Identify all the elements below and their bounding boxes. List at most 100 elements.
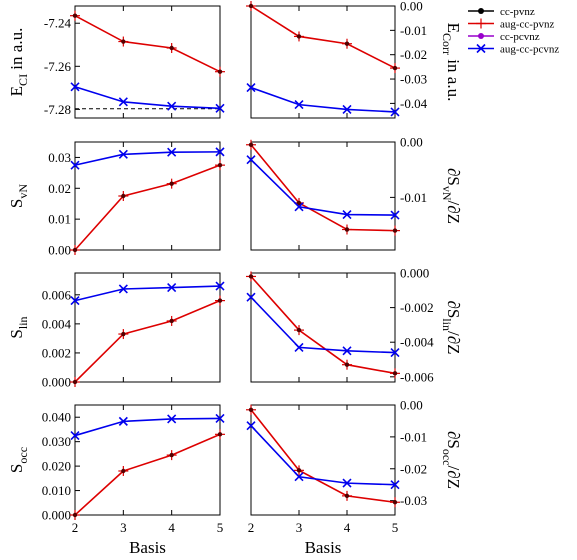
series-line-aug-cc-pvnz — [250, 409, 396, 504]
y-axis-label: ∂Socc/∂Z — [440, 431, 463, 489]
y-tick-label: 0.000 — [400, 266, 429, 281]
plot-frame — [250, 141, 396, 251]
plot-frame — [250, 5, 396, 119]
data-point — [246, 1, 256, 11]
y-axis-label: ∂SvN/∂Z — [440, 168, 463, 224]
series-line-aug-cc-pvnz — [74, 14, 221, 73]
data-point — [215, 103, 225, 113]
data-point — [342, 224, 352, 235]
data-point — [390, 497, 400, 508]
data-point — [167, 414, 177, 424]
y-tick-label: 0.010 — [42, 483, 71, 498]
data-point — [342, 478, 352, 488]
data-point — [215, 281, 225, 291]
y-axis-label: Slin — [7, 316, 30, 338]
panel-ecorr: 0.00 -0.01 -0.02 -0.03 -0.04 ECorr in a.u. — [246, 0, 463, 119]
plot-frame — [74, 5, 221, 119]
legend-marker — [476, 43, 486, 54]
data-point — [342, 38, 352, 49]
x-tick-label: 5 — [217, 520, 224, 535]
y-tick-label: -7.24 — [44, 16, 72, 31]
series-line-aug-cc-pcvnz — [250, 86, 396, 113]
legend-label: aug-cc-pcvnz — [500, 44, 559, 56]
series-line-aug-cc-pvnz — [74, 299, 221, 383]
legend-label: cc-pcvnz — [500, 31, 540, 43]
legend-label: aug-cc-pvnz — [500, 19, 554, 31]
x-tick-label: 5 — [392, 520, 399, 535]
y-tick-label: -0.04 — [400, 96, 428, 111]
legend-entry-aug-cc-pcvnz: aug-cc-pcvnz — [468, 44, 559, 56]
series-line-aug-cc-pvnz — [250, 275, 396, 375]
legend-entry-cc-pvnz: cc-pvnz — [468, 6, 535, 18]
data-point — [118, 97, 128, 107]
y-tick-label: 0.00 — [400, 0, 423, 14]
plot-frame — [250, 404, 396, 516]
x-axis-label: Basis — [305, 538, 342, 557]
data-point — [166, 178, 177, 189]
plot-frame — [74, 141, 221, 251]
panel-socc: 2 3 4 5 0.000 0.010 0.020 0.030 0.040 Socc Basis — [7, 404, 225, 557]
x-tick-label: 3 — [296, 520, 303, 535]
panel-dsvn: 0.00 -0.01 ∂SvN/∂Z — [246, 135, 463, 251]
data-point — [118, 416, 128, 426]
legend-entry-cc-pcvnz: cc-pcvnz — [468, 31, 540, 43]
data-point — [70, 296, 80, 306]
panel-svn: 0.00 0.01 0.02 0.03 SvN — [7, 141, 225, 258]
y-axis-label: SvN — [7, 184, 30, 208]
x-tick-label: 3 — [120, 520, 127, 535]
legend-marker — [478, 8, 484, 14]
legend-label: cc-pvnz — [500, 6, 535, 18]
data-point — [246, 155, 256, 165]
data-point — [390, 480, 400, 490]
data-point — [70, 510, 80, 520]
series-line-aug-cc-pvnz — [250, 5, 396, 69]
data-point — [118, 466, 129, 476]
y-tick-label: -0.01 — [400, 190, 427, 205]
data-point — [166, 43, 177, 53]
data-point — [167, 101, 177, 111]
y-tick-label: 0.02 — [48, 181, 71, 196]
legend-entry-aug-cc-pvnz: aug-cc-pvnz — [468, 18, 554, 31]
data-point — [118, 284, 128, 294]
data-point — [70, 160, 80, 170]
data-point — [294, 31, 304, 42]
data-point — [70, 10, 80, 21]
y-tick-label: 0.000 — [42, 508, 71, 523]
data-point — [215, 413, 225, 424]
data-point — [246, 421, 256, 431]
data-point — [167, 147, 177, 157]
y-tick-label: -0.002 — [400, 300, 434, 315]
data-point — [246, 82, 256, 93]
data-point — [390, 107, 400, 117]
y-tick-label: -0.02 — [400, 47, 427, 62]
y-tick-label: 0.01 — [48, 212, 71, 227]
plot-frame — [74, 404, 221, 516]
y-tick-label: 0.00 — [48, 243, 71, 258]
series-line-aug-cc-pcvnz — [74, 151, 221, 166]
data-point — [294, 465, 304, 476]
x-tick-label: 2 — [248, 520, 255, 535]
y-tick-label: 0.040 — [42, 410, 71, 425]
data-point — [215, 66, 225, 77]
panel-dsocc: 2 3 4 5 0.00 -0.01 -0.02 -0.03 ∂Socc/∂Z Basis — [246, 398, 463, 557]
data-point — [294, 342, 304, 352]
data-point — [390, 63, 400, 74]
y-axis-label: ECI in a.u. — [7, 28, 30, 97]
data-point — [70, 377, 80, 387]
data-point — [166, 315, 177, 326]
y-tick-label: -0.03 — [400, 493, 427, 508]
y-tick-label: -0.03 — [400, 72, 427, 87]
y-axis-label: Socc — [7, 447, 30, 473]
data-point — [342, 209, 352, 220]
series-line-aug-cc-pcvnz — [250, 425, 396, 486]
data-point — [166, 450, 177, 461]
x-tick-label: 4 — [168, 520, 175, 535]
data-point — [390, 368, 400, 379]
panel-slin: 0.000 0.002 0.004 0.006 Slin — [7, 272, 225, 390]
y-tick-label: -0.006 — [400, 369, 434, 384]
data-point — [294, 100, 304, 110]
data-point — [294, 472, 304, 482]
data-point — [342, 104, 352, 115]
data-point — [342, 359, 352, 370]
